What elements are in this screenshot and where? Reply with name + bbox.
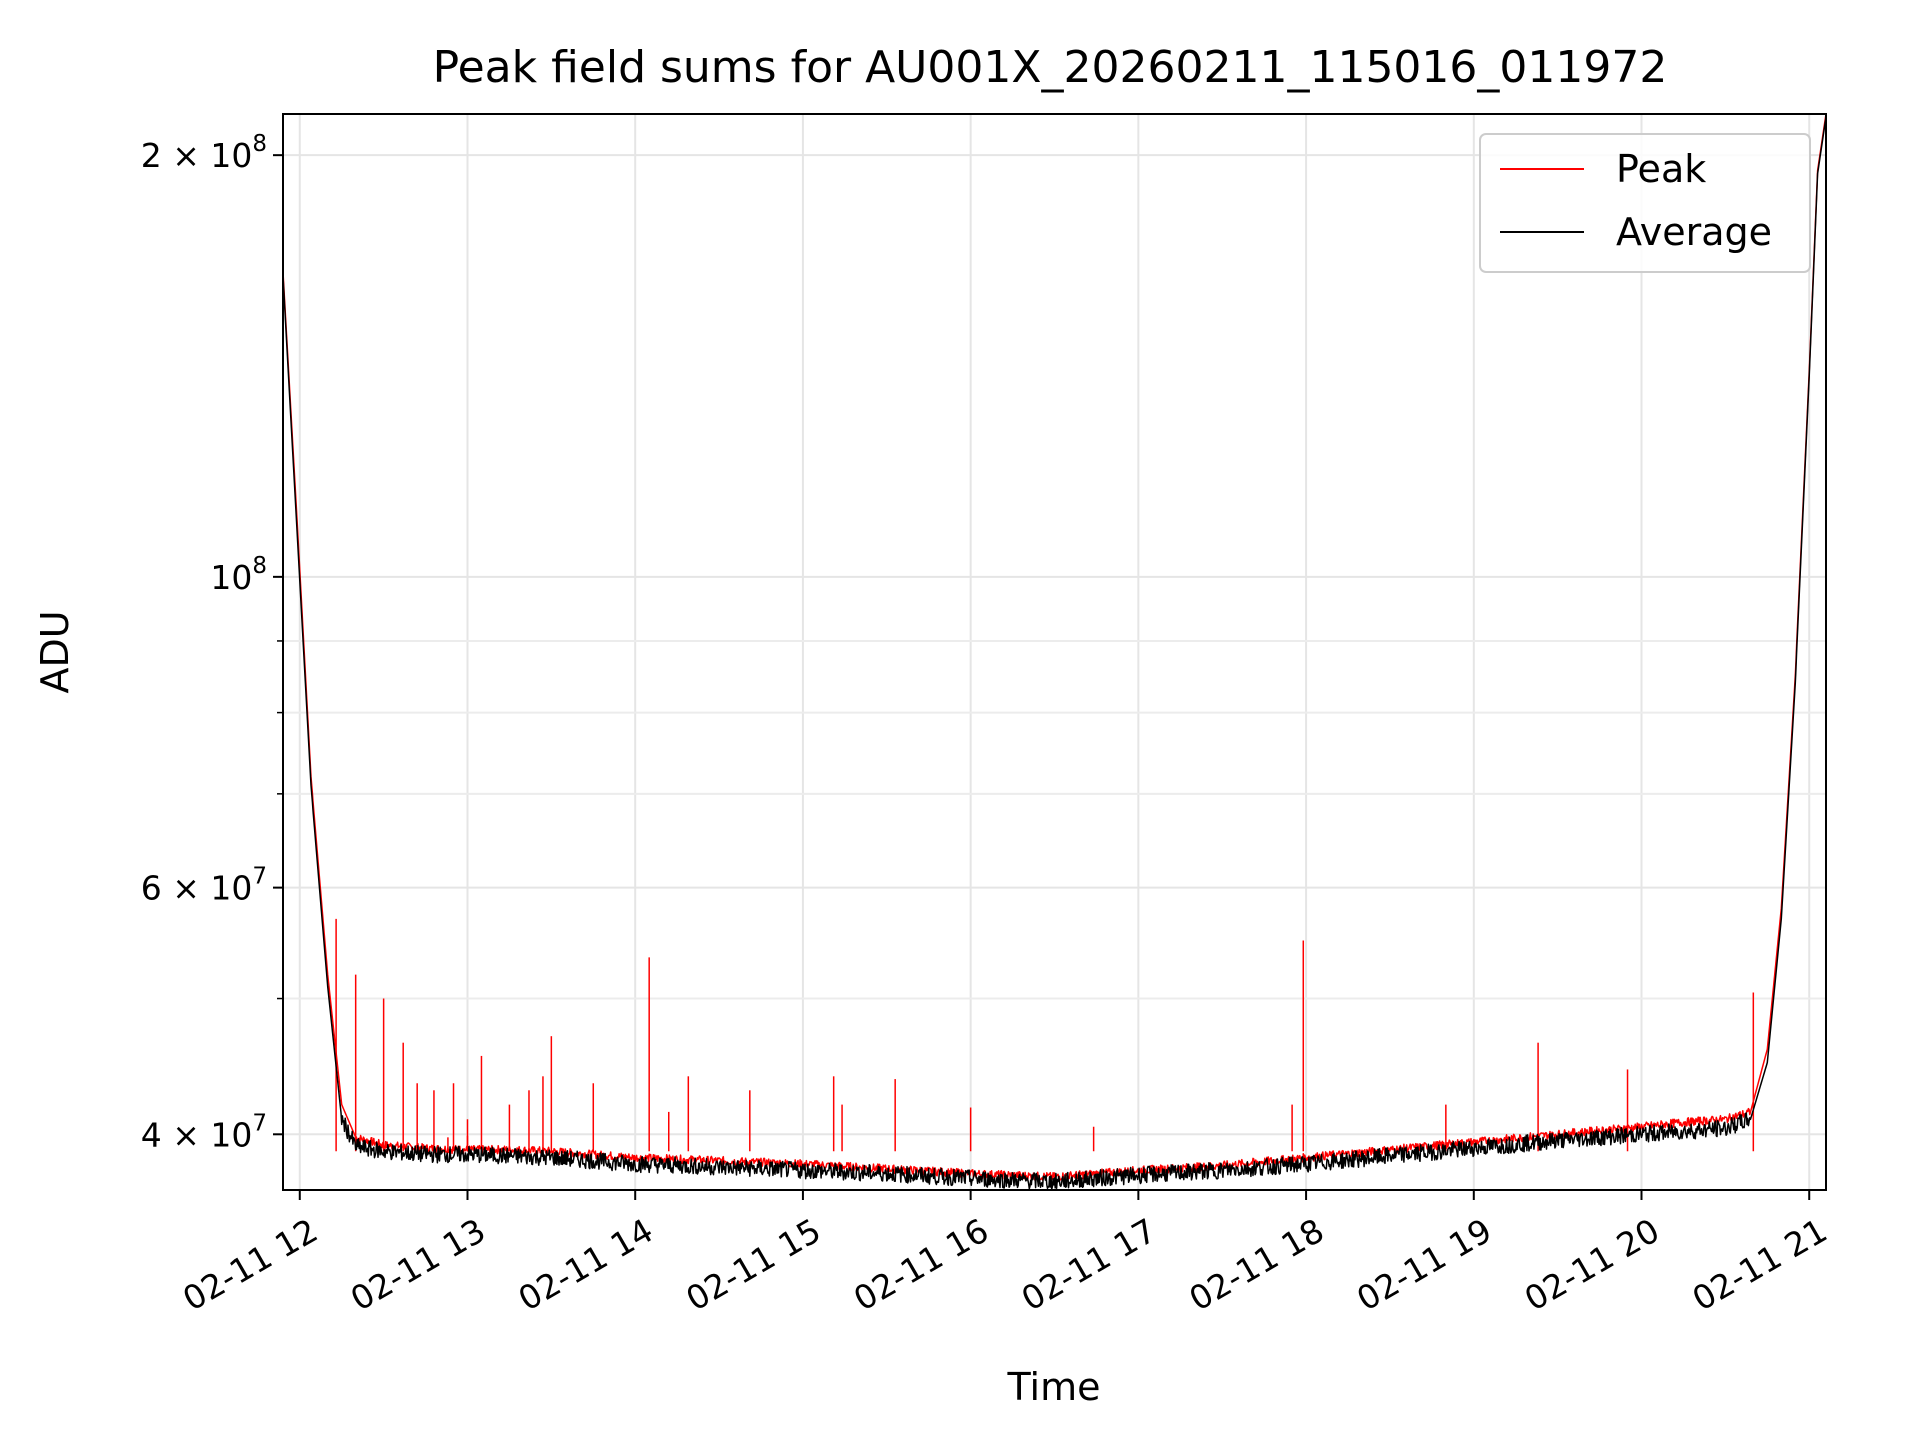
plot-frame: [282, 113, 1827, 1191]
series-layer: [283, 114, 1826, 1190]
x-axis-label: Time: [1007, 1365, 1101, 1409]
y-axis-label: ADU: [33, 610, 77, 693]
y-tick-label: 6 × 107: [141, 864, 267, 908]
legend-label-average: Average: [1616, 210, 1772, 254]
series-line-peak: [283, 114, 1826, 1181]
legend-label-peak: Peak: [1616, 147, 1706, 191]
chart-title: Peak field sums for AU001X_20260211_1150…: [433, 42, 1668, 93]
y-tick-label: 108: [210, 553, 267, 597]
y-tick-label: 4 × 107: [141, 1110, 267, 1154]
y-tick-label: 2 × 108: [141, 131, 267, 175]
series-line-average: [283, 116, 1826, 1190]
y-axis: 4 × 107 6 × 107 108 2 × 108: [141, 131, 283, 1154]
legend: Peak Average: [1479, 133, 1811, 273]
